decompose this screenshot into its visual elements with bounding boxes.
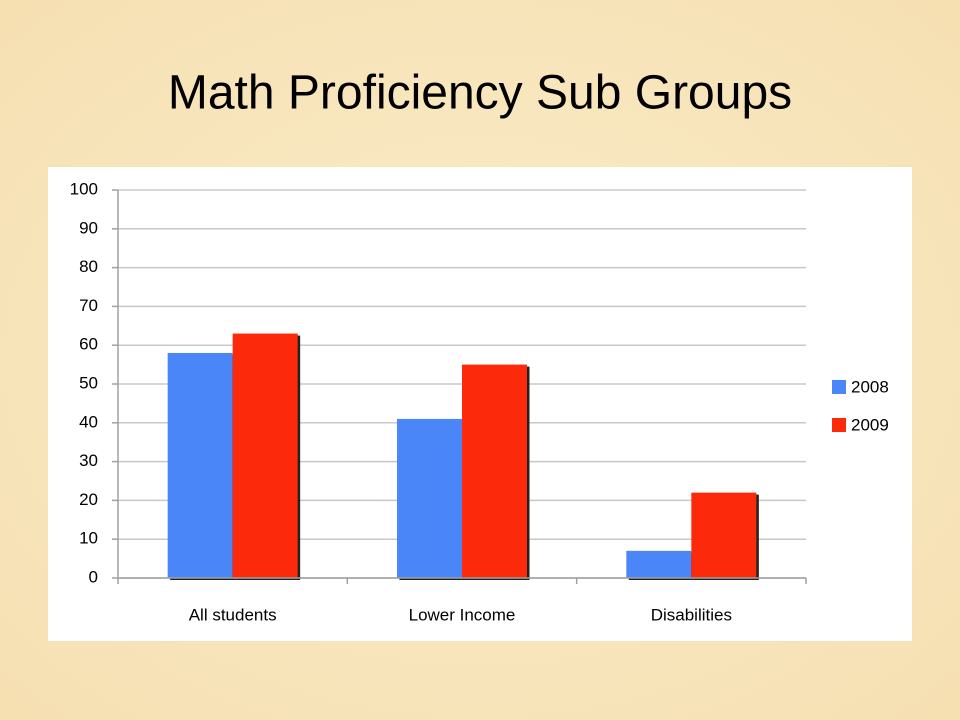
y-tick-label: 20 — [79, 490, 98, 509]
y-tick-label: 40 — [79, 412, 98, 431]
slide-title: Math Proficiency Sub Groups — [168, 67, 792, 120]
bar — [691, 492, 757, 578]
y-tick-label: 70 — [79, 296, 98, 315]
x-tick-label: Lower Income — [409, 605, 516, 624]
y-tick-label: 60 — [79, 335, 98, 354]
x-tick-label: All students — [189, 605, 277, 624]
bar — [397, 418, 462, 578]
y-tick-label: 10 — [79, 529, 98, 548]
y-tick-label: 90 — [79, 218, 98, 237]
y-tick-label: 100 — [70, 179, 98, 198]
y-tick-label: 80 — [79, 257, 98, 276]
legend-label: 2008 — [851, 377, 889, 396]
bar — [462, 364, 527, 578]
y-tick-label: 50 — [79, 373, 98, 392]
x-tick-label: Disabilities — [651, 605, 732, 624]
legend-label: 2009 — [851, 415, 889, 434]
bar — [232, 333, 298, 578]
legend-swatch — [832, 418, 846, 432]
bar — [626, 550, 692, 578]
bar — [167, 352, 233, 578]
y-tick-label: 0 — [89, 567, 98, 586]
legend-swatch — [832, 380, 846, 394]
y-tick-label: 30 — [79, 451, 98, 470]
